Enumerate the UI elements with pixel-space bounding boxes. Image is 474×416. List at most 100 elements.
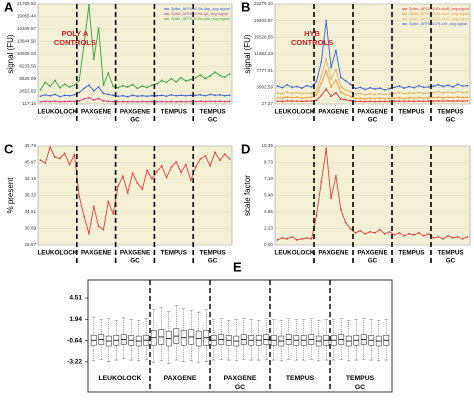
point — [185, 80, 187, 82]
point — [315, 214, 318, 217]
point — [185, 100, 187, 103]
group-label: LEUKOLOCK — [37, 109, 77, 116]
point — [344, 89, 347, 91]
point — [466, 235, 469, 238]
point — [165, 81, 168, 84]
point — [330, 95, 332, 98]
y-tick-label: 3902.59 — [256, 85, 273, 90]
group-label: GC — [130, 258, 140, 265]
annotation: CONTROLS — [291, 38, 333, 47]
point — [121, 84, 124, 87]
point — [344, 221, 347, 224]
point — [310, 86, 313, 88]
legend-label: Spike_AFFX-r2-Ec-bioD_avg-signal — [409, 17, 469, 21]
point — [155, 170, 158, 173]
point — [209, 74, 212, 77]
point — [432, 236, 435, 239]
point — [276, 100, 279, 103]
point — [73, 93, 76, 96]
point — [300, 87, 303, 90]
point — [291, 235, 293, 238]
point — [427, 86, 430, 88]
point — [427, 96, 430, 99]
point — [92, 99, 95, 101]
point — [344, 98, 347, 101]
point — [73, 84, 76, 87]
point — [151, 94, 153, 97]
point — [131, 83, 134, 86]
point — [175, 94, 178, 97]
point — [136, 182, 139, 185]
point — [339, 98, 342, 100]
point — [223, 100, 226, 103]
point — [305, 100, 308, 103]
point — [456, 99, 459, 102]
point — [189, 78, 192, 81]
point — [286, 83, 289, 86]
point — [185, 94, 187, 97]
point — [228, 158, 231, 160]
group-label: PAXGENE — [81, 109, 111, 116]
point — [437, 99, 440, 102]
series-line — [277, 20, 468, 91]
point — [437, 96, 440, 99]
point — [335, 68, 337, 71]
point — [408, 92, 410, 94]
point — [413, 92, 415, 95]
point — [281, 100, 284, 103]
point — [393, 233, 396, 236]
point — [151, 177, 153, 180]
group-label: LEUKOLOCK — [98, 375, 141, 382]
point — [456, 90, 459, 93]
point — [92, 58, 95, 61]
y-tick-label: 117.15 — [22, 101, 36, 106]
point — [136, 95, 139, 98]
group-label: GC — [235, 384, 245, 391]
point — [54, 156, 56, 159]
point — [58, 100, 61, 103]
point — [413, 86, 415, 89]
y-axis-label: scale factor — [243, 175, 252, 216]
point — [218, 93, 221, 96]
y-tick-label: 8.73 — [264, 160, 273, 165]
point — [437, 90, 440, 93]
point — [456, 83, 459, 86]
point — [223, 153, 226, 156]
point — [461, 96, 464, 99]
annotation: POLY A — [61, 29, 88, 38]
series-line — [277, 69, 468, 100]
point — [417, 96, 420, 99]
point — [88, 232, 90, 235]
point — [214, 151, 216, 154]
point — [73, 153, 76, 156]
point — [330, 197, 332, 200]
point — [437, 83, 440, 86]
series-line — [40, 5, 230, 91]
point — [349, 91, 352, 93]
point — [320, 181, 323, 183]
point — [286, 91, 289, 93]
point — [49, 94, 52, 97]
point — [276, 239, 279, 241]
point — [393, 86, 396, 89]
point — [305, 84, 308, 87]
point — [354, 93, 357, 96]
group-label: TEMPUS — [398, 109, 424, 116]
point — [204, 77, 207, 80]
point — [97, 27, 100, 30]
point — [335, 49, 337, 52]
point — [432, 100, 435, 103]
point — [63, 83, 66, 86]
point — [388, 93, 391, 96]
point — [393, 100, 396, 103]
point — [146, 95, 149, 98]
y-tick-label: 5528.09 — [19, 76, 36, 81]
point — [432, 91, 435, 94]
point — [83, 98, 85, 100]
point — [437, 235, 440, 238]
point — [320, 94, 323, 97]
point — [374, 231, 376, 234]
point — [300, 100, 303, 103]
point — [223, 94, 226, 97]
